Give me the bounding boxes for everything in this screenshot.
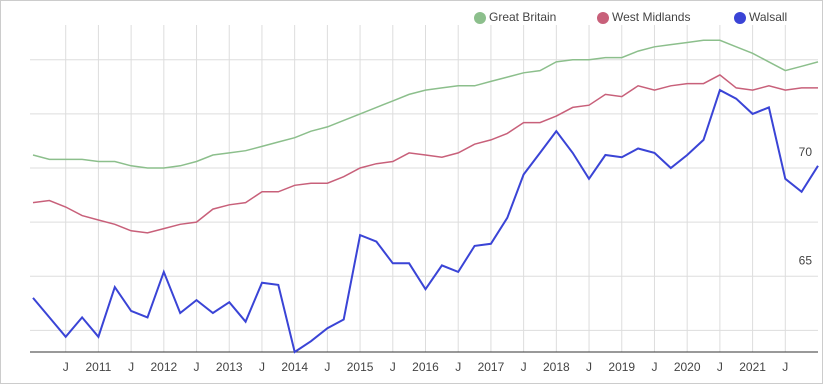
x-tick-label: J xyxy=(521,360,527,374)
x-tick-label: 2019 xyxy=(608,360,635,374)
x-tick-label: J xyxy=(390,360,396,374)
x-tick-label: J xyxy=(324,360,330,374)
x-tick-label: J xyxy=(717,360,723,374)
legend-marker xyxy=(474,12,486,24)
x-tick-label: 2017 xyxy=(478,360,505,374)
x-tick-label: 2018 xyxy=(543,360,570,374)
legend-marker xyxy=(734,12,746,24)
x-tick-label: J xyxy=(194,360,200,374)
x-tick-label: 2020 xyxy=(674,360,701,374)
x-tick-label: 2012 xyxy=(150,360,177,374)
x-tick-label: 2011 xyxy=(86,360,112,374)
x-tick-label: J xyxy=(586,360,592,374)
series-line xyxy=(32,74,818,234)
x-tick-label: J xyxy=(651,360,657,374)
legend-label: West Midlands xyxy=(612,10,690,24)
y-tick-label: 70 xyxy=(799,145,813,159)
series-line xyxy=(32,88,819,354)
x-tick-label: 2021 xyxy=(739,360,766,374)
x-tick-label: J xyxy=(128,360,134,374)
series-line xyxy=(32,39,819,169)
x-tick-label: 2013 xyxy=(216,360,243,374)
x-tick-label: 2014 xyxy=(281,360,308,374)
y-tick-label: 65 xyxy=(799,253,813,267)
x-tick-label: J xyxy=(259,360,265,374)
x-tick-label: 2015 xyxy=(347,360,374,374)
legend-label: Walsall xyxy=(749,10,787,24)
x-tick-label: J xyxy=(782,360,788,374)
x-tick-label: J xyxy=(63,360,69,374)
x-tick-label: 2016 xyxy=(412,360,439,374)
x-tick-label: J xyxy=(455,360,461,374)
legend-label: Great Britain xyxy=(489,10,556,24)
legend-marker xyxy=(597,12,609,24)
